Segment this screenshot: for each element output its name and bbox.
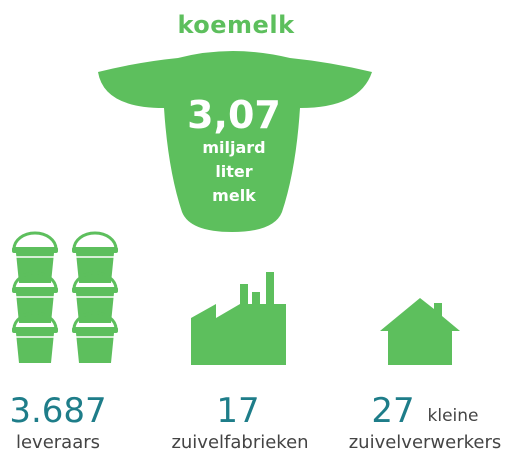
stat-label: zuivelfabrieken xyxy=(171,432,308,453)
cow-line: liter xyxy=(215,162,252,181)
cow-value: 3,07 xyxy=(187,93,281,137)
cow-line: melk xyxy=(212,186,256,205)
factory xyxy=(191,272,286,365)
title: koemelk xyxy=(177,11,295,39)
stat-label: leveraars xyxy=(16,432,100,453)
cow-line: miljard xyxy=(202,138,265,157)
stat-value: 3.687 xyxy=(9,391,106,431)
house xyxy=(380,298,460,365)
stat-qualifier: kleine xyxy=(428,406,479,426)
stat-label: zuivelverwerkers xyxy=(349,432,502,453)
cow-head xyxy=(98,51,372,232)
buckets xyxy=(10,231,120,365)
stat-value: 17 xyxy=(216,391,259,431)
stat-value: 27 xyxy=(371,391,414,431)
